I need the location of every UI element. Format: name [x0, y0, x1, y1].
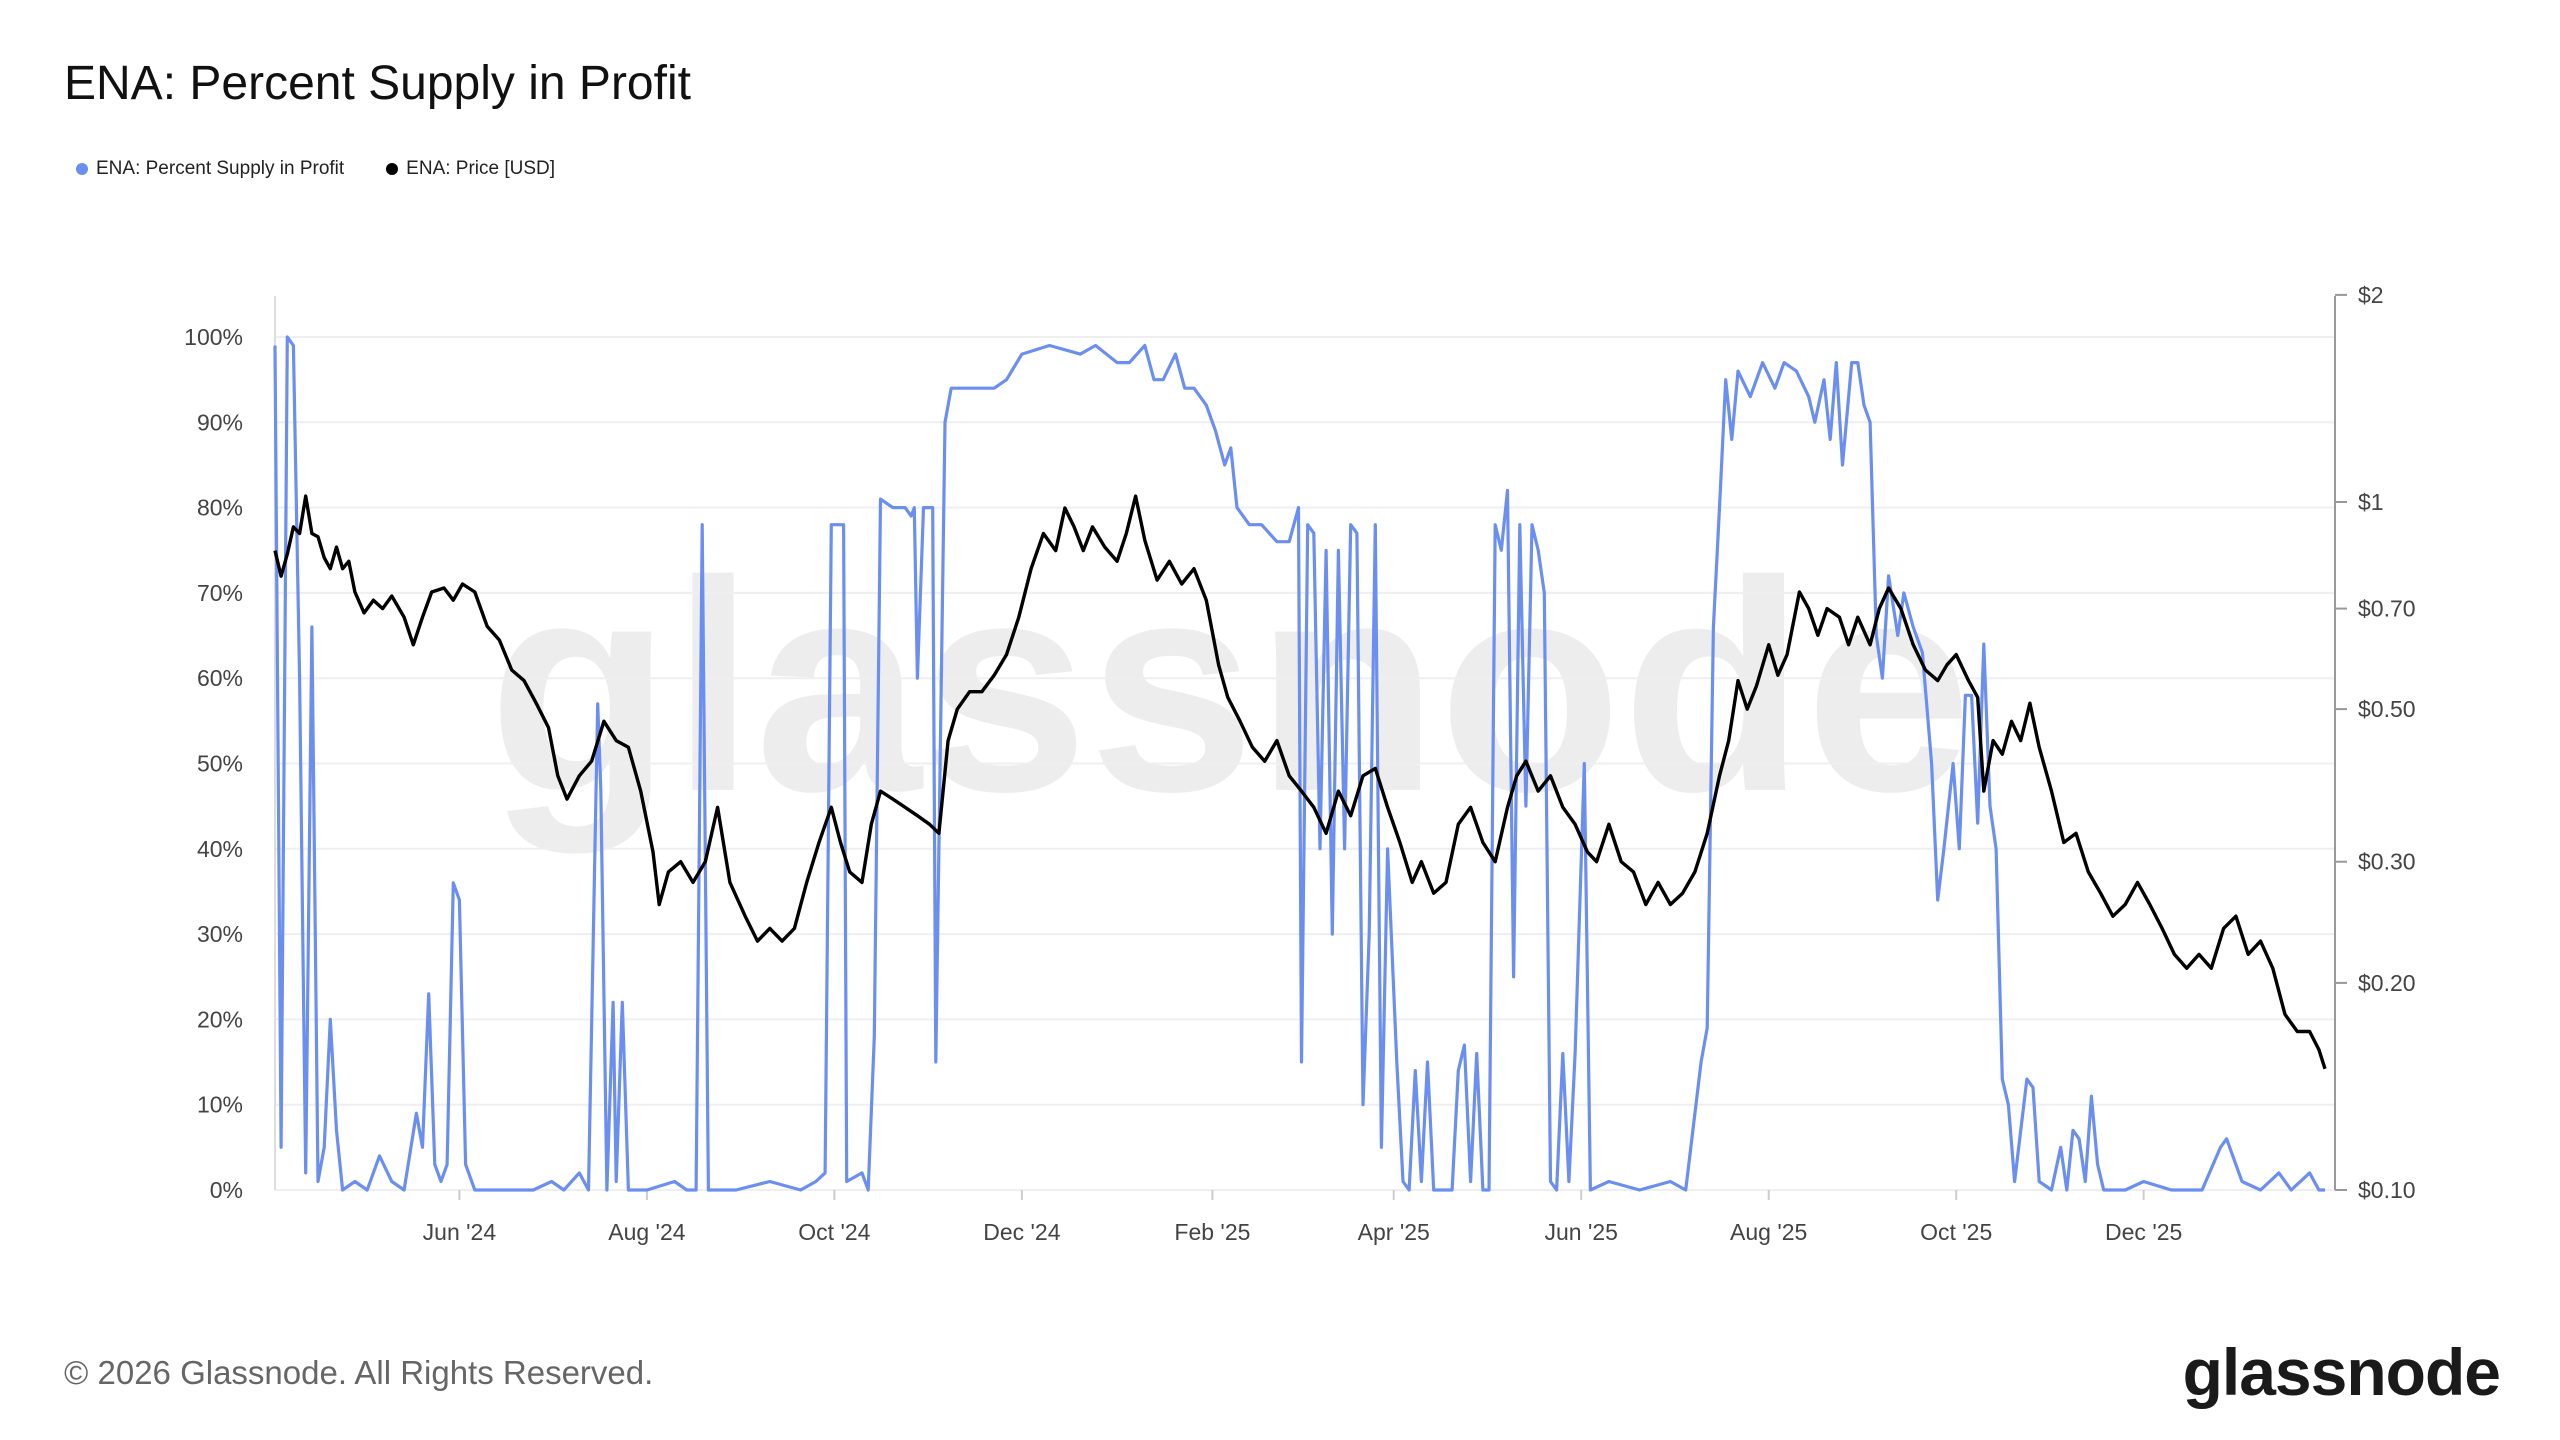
left-tick-label: 10% — [197, 1092, 243, 1118]
x-tick-label: Oct '24 — [798, 1219, 870, 1245]
right-tick-label: $2 — [2358, 282, 2384, 308]
right-tick-label: $0.10 — [2358, 1177, 2416, 1203]
right-tick-label: $0.70 — [2358, 596, 2416, 622]
chart-legend: ENA: Percent Supply in Profit ENA: Price… — [76, 158, 555, 180]
series-line-price[interactable] — [273, 494, 2327, 1070]
x-tick-label: Jun '24 — [423, 1219, 497, 1245]
legend-item-supply[interactable]: ENA: Percent Supply in Profit — [76, 158, 344, 180]
x-tick-label: Dec '24 — [983, 1219, 1060, 1245]
left-tick-label: 40% — [197, 836, 243, 862]
x-tick-label: Oct '25 — [1920, 1219, 1992, 1245]
left-axis-ticks: 0% 10% 20% 30% 40% 50% 60% 70% 80% 90% 100% — [184, 324, 243, 1203]
left-tick-label: 30% — [197, 921, 243, 947]
right-tick-label: $1 — [2358, 489, 2384, 515]
x-axis-ticks: Jun '24 Aug '24 Oct '24 Dec '24 Feb '25 Apr '… — [423, 1190, 2182, 1245]
x-tick-label: Aug '24 — [608, 1219, 685, 1245]
series-line-supply[interactable] — [273, 335, 2325, 1192]
chart-title: ENA: Percent Supply in Profit — [64, 57, 691, 110]
copyright-text: © 2026 Glassnode. All Rights Reserved. — [64, 1354, 654, 1391]
glassnode-logo[interactable]: glassnode — [2182, 1335, 2501, 1409]
left-tick-label: 90% — [197, 409, 243, 435]
x-tick-label: Aug '25 — [1730, 1219, 1807, 1245]
left-tick-label: 50% — [197, 751, 243, 777]
x-tick-label: Dec '25 — [2105, 1219, 2182, 1245]
left-tick-label: 60% — [197, 665, 243, 691]
left-tick-label: 100% — [184, 324, 243, 350]
left-tick-label: 20% — [197, 1006, 243, 1032]
right-tick-label: $0.20 — [2358, 970, 2416, 996]
left-tick-label: 70% — [197, 580, 243, 606]
legend-dot-price — [386, 163, 399, 175]
watermark-text: glassnode — [488, 518, 1972, 856]
right-tick-label: $0.30 — [2358, 849, 2416, 875]
left-tick-label: 80% — [197, 495, 243, 521]
grid-lines — [275, 336, 2335, 1191]
legend-label-supply: ENA: Percent Supply in Profit — [96, 158, 345, 179]
left-tick-label: 0% — [210, 1177, 243, 1203]
right-tick-label: $0.50 — [2358, 696, 2416, 722]
legend-label-price: ENA: Price [USD] — [406, 158, 556, 179]
x-tick-label: Apr '25 — [1358, 1219, 1430, 1245]
x-tick-label: Feb '25 — [1174, 1219, 1250, 1245]
right-axis-ticks: $0.10 $0.20 $0.30 $0.50 $0.70 $1 $2 — [2335, 282, 2416, 1203]
legend-item-price[interactable]: ENA: Price [USD] — [386, 158, 555, 180]
x-tick-label: Jun '25 — [1544, 1219, 1617, 1245]
legend-dot-supply — [76, 163, 88, 175]
